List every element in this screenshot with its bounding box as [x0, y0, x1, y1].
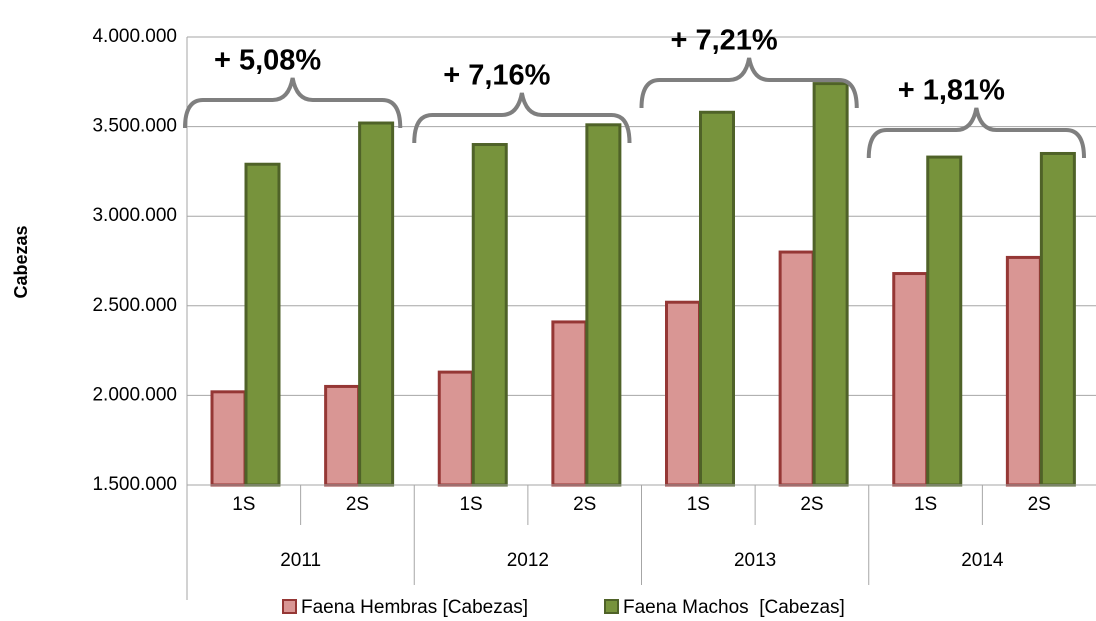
y-tick-label: 1.500.000 [92, 474, 177, 495]
bar [471, 143, 508, 487]
y-tick-label: 3.500.000 [92, 116, 177, 137]
legend-label: Faena Hembras [Cabezas] [301, 597, 528, 618]
group-label: 2011 [280, 550, 321, 571]
group-label: 2013 [734, 550, 776, 571]
bar [892, 272, 929, 487]
y-tick-label: 2.500.000 [92, 295, 177, 316]
legend-swatch [604, 599, 619, 614]
group-label: 2014 [961, 550, 1004, 571]
bar [699, 110, 735, 487]
bar [812, 82, 849, 487]
bar [1039, 151, 1076, 487]
x-tick-label: 2S [573, 494, 596, 515]
y-tick-label: 2.000.000 [92, 384, 177, 405]
bar [585, 123, 622, 487]
y-axis-title: Cabezas [11, 225, 31, 298]
bar [437, 370, 474, 487]
x-tick-label: 2S [1028, 494, 1051, 515]
bar [324, 384, 361, 487]
x-tick-label: 1S [687, 494, 710, 515]
brace [412, 92, 632, 144]
annotation: + 7,16% [443, 60, 550, 92]
x-tick-label: 1S [232, 494, 255, 515]
legend-swatch [282, 599, 297, 614]
x-tick-label: 1S [459, 494, 482, 515]
group-label: 2012 [507, 550, 549, 571]
x-tick-label: 2S [346, 494, 369, 515]
bar [778, 250, 815, 487]
brace [639, 57, 859, 109]
bar [358, 121, 395, 487]
legend-label: Faena Machos [Cabezas] [623, 597, 845, 618]
brace [866, 107, 1086, 159]
y-tick-label: 3.000.000 [92, 205, 177, 226]
bar [1005, 255, 1042, 487]
brace [183, 77, 403, 129]
y-tick-label: 4.000.000 [92, 26, 177, 47]
annotation: + 1,81% [898, 75, 1005, 107]
bar [926, 155, 963, 487]
annotation: + 5,08% [214, 45, 321, 77]
x-tick-label: 1S [914, 494, 937, 515]
bar [551, 320, 588, 487]
bar [244, 162, 281, 487]
x-tick-label: 2S [800, 494, 823, 515]
bar [210, 390, 247, 487]
annotation: + 7,21% [671, 25, 778, 57]
bar [665, 300, 701, 487]
